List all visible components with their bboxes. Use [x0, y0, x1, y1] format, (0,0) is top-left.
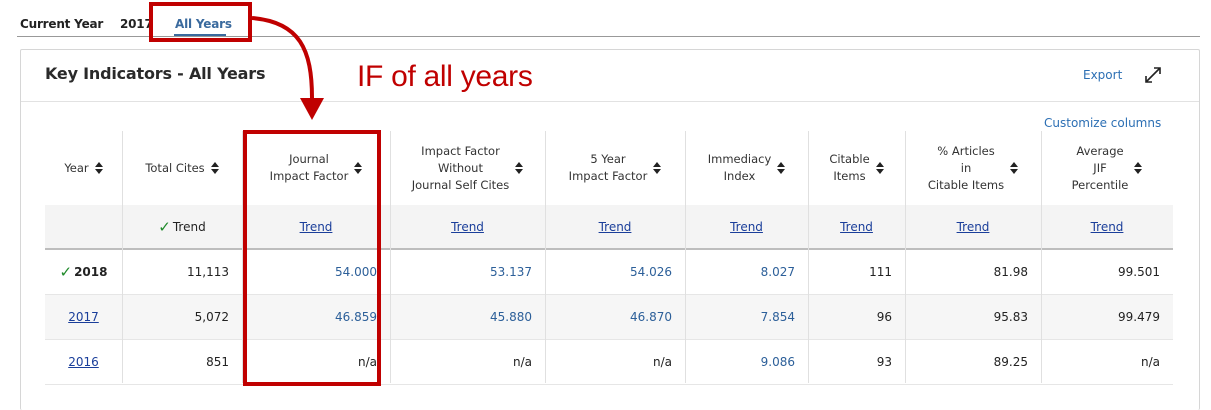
sort-icon[interactable]: [515, 162, 524, 174]
trend-total-cites: ✓ Trend: [158, 217, 206, 236]
column-header-if-without-self-cites[interactable]: Impact Factor Without Journal Self Cites: [390, 131, 545, 205]
sort-icon[interactable]: [210, 162, 219, 174]
column-header-journal-impact-factor[interactable]: Journal Impact Factor: [242, 131, 390, 205]
cell-pct-articles: 81.98: [993, 265, 1028, 279]
sort-icon[interactable]: [94, 162, 103, 174]
cell-jif: 46.859: [335, 310, 377, 324]
tab-all-years[interactable]: All Years: [175, 17, 232, 31]
trend-link-pct-articles[interactable]: Trend: [956, 219, 990, 234]
expand-icon[interactable]: [1143, 65, 1163, 85]
cell-if-without-self-cites: 45.880: [490, 310, 532, 324]
cell-5-year-if: 54.026: [630, 265, 672, 279]
trend-link-immediacy-index[interactable]: Trend: [730, 219, 763, 234]
cell-pct-articles: 95.83: [993, 310, 1028, 324]
column-divider: [685, 131, 686, 383]
column-divider: [808, 131, 809, 383]
cell-jif: n/a: [357, 355, 377, 369]
cell-citable-items: 93: [876, 355, 892, 369]
column-header-year[interactable]: Year: [45, 131, 122, 205]
column-header-avg-jif-percentile[interactable]: Average JIF Percentile: [1041, 131, 1173, 205]
tab-current-year[interactable]: Current Year: [20, 17, 104, 31]
column-divider: [390, 131, 391, 383]
trend-link-if-without-self-cites[interactable]: Trend: [451, 219, 484, 234]
checkmark-icon: ✓: [158, 217, 171, 236]
column-divider: [545, 131, 546, 383]
column-divider: [242, 131, 243, 383]
cell-citable-items: 96: [876, 310, 892, 324]
trend-link-5-year-if[interactable]: Trend: [598, 219, 632, 234]
cell-pct-articles: 89.25: [993, 355, 1028, 369]
highlight-box-all-years-tab: [149, 2, 252, 42]
annotation-label: IF of all years: [357, 60, 533, 93]
column-divider: [122, 131, 123, 383]
column-divider: [1041, 131, 1042, 383]
year-link[interactable]: 2016: [68, 355, 99, 369]
tabs-divider: [17, 36, 1200, 37]
cell-avg-jif-percentile: 99.479: [1118, 310, 1160, 324]
cell-jif: 54.000: [335, 265, 377, 279]
column-divider: [905, 131, 906, 383]
sort-icon[interactable]: [777, 162, 786, 174]
sort-icon[interactable]: [875, 162, 884, 174]
checkmark-icon: ✓: [59, 263, 73, 281]
year-tabs: Current Year 2017 All Years: [0, 0, 1200, 38]
cell-avg-jif-percentile: n/a: [1140, 355, 1160, 369]
sort-icon[interactable]: [354, 162, 363, 174]
sort-icon[interactable]: [653, 162, 662, 174]
customize-columns-link[interactable]: Customize columns: [1044, 116, 1162, 130]
column-header-immediacy-index[interactable]: Immediacy Index: [685, 131, 808, 205]
trend-link-avg-jif-percentile[interactable]: Trend: [1090, 219, 1124, 234]
trend-link-citable-items[interactable]: Trend: [840, 219, 873, 234]
cell-if-without-self-cites: n/a: [512, 355, 532, 369]
table-row: ✓ 2018 11,113 54.000 53.137 54.026 8.027 …: [45, 250, 1173, 295]
cell-total-cites: 851: [206, 355, 229, 369]
sort-icon[interactable]: [1010, 162, 1019, 174]
cell-if-without-self-cites: 53.137: [490, 265, 532, 279]
tab-2017[interactable]: 2017: [120, 17, 153, 31]
column-header-total-cites[interactable]: Total Cites: [122, 131, 242, 205]
cell-citable-items: 111: [869, 265, 892, 279]
cell-immediacy-index: 8.027: [760, 265, 795, 279]
cell-immediacy-index: 9.086: [760, 355, 795, 369]
trend-link-jif[interactable]: Trend: [299, 219, 333, 234]
trend-row: ✓ Trend Trend Trend Trend Trend Trend Tre…: [45, 205, 1173, 250]
column-header-pct-articles[interactable]: % Articles in Citable Items: [905, 131, 1041, 205]
row-year: 2018: [74, 265, 108, 279]
cell-total-cites: 5,072: [194, 310, 229, 324]
cell-5-year-if: n/a: [652, 355, 672, 369]
column-header-citable-items[interactable]: Citable Items: [808, 131, 905, 205]
cell-avg-jif-percentile: 99.501: [1118, 265, 1160, 279]
cell-5-year-if: 46.870: [630, 310, 672, 324]
active-tab-indicator: [174, 34, 226, 37]
table-header: Year Total Cites Journal Impact Factor I…: [45, 131, 1173, 205]
table-row: 2017 5,072 46.859 45.880 46.870 7.854 96…: [45, 295, 1173, 340]
table-row: 2016 851 n/a n/a n/a 9.086 93 89.25 n/a: [45, 340, 1173, 385]
panel-title: Key Indicators - All Years: [45, 64, 266, 83]
highlight-box-jif-column: [243, 130, 381, 386]
export-button[interactable]: Export: [1083, 68, 1123, 82]
year-link[interactable]: 2017: [68, 310, 99, 324]
panel-header: Key Indicators - All Years Export: [21, 50, 1199, 102]
sort-icon[interactable]: [1134, 162, 1143, 174]
column-header-5-year-if[interactable]: 5 Year Impact Factor: [545, 131, 685, 205]
cell-immediacy-index: 7.854: [760, 310, 795, 324]
cell-total-cites: 11,113: [187, 265, 229, 279]
